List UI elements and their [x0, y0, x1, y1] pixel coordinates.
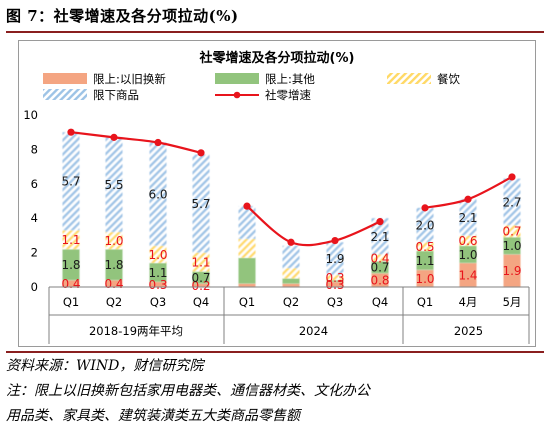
- data-label: 1.9: [502, 264, 521, 278]
- y-tick-label: 10: [23, 108, 38, 122]
- bar-segment: [239, 258, 256, 284]
- x-group-label: 2018-19两年平均: [89, 324, 183, 338]
- bar-segment: [239, 239, 256, 258]
- data-label: 1.4: [458, 268, 477, 282]
- data-label: 5.7: [191, 197, 210, 211]
- data-label: 5.7: [61, 175, 80, 189]
- y-tick-label: 2: [31, 246, 38, 260]
- bar-segment: [283, 268, 300, 278]
- data-label: 1.1: [415, 254, 434, 268]
- legend-swatch-3: [387, 73, 431, 84]
- growth-point: [421, 204, 428, 211]
- chart-container: 社零增速及各分项拉动(%) 限上:以旧换新 限上:其他 餐饮限下商品 社零增速 0 2 4…: [18, 40, 536, 347]
- data-label: 0.4: [370, 251, 389, 265]
- title-rule: [6, 31, 544, 33]
- y-tick-label: 4: [31, 211, 38, 225]
- bar-segment: [283, 284, 300, 287]
- legend-label-3: 餐饮: [437, 72, 460, 86]
- data-label: 2.1: [458, 211, 477, 225]
- data-label: 2.0: [415, 219, 434, 233]
- data-label: 0.8: [370, 274, 389, 288]
- x-tick-label: Q2: [283, 295, 299, 309]
- data-label: 0.7: [502, 225, 521, 239]
- footnote-line-2: 用品类、家具类、建筑装潢类五大类商品零售额: [6, 404, 546, 429]
- y-tick-label: 0: [31, 280, 38, 294]
- notes-block: 资料来源：WIND，财信研究院 注：限上以旧换新包括家用电器类、通信器材类、文化…: [6, 354, 546, 429]
- bar-segment: [283, 278, 300, 283]
- data-label: 0.7: [191, 271, 210, 285]
- plot-area: 02468100.41.81.15.70.41.81.05.50.31.11.0…: [23, 108, 529, 344]
- data-label: 0.6: [458, 234, 477, 248]
- legend-swatch-marker: [234, 92, 241, 99]
- data-label: 0.4: [61, 277, 80, 291]
- x-tick-label: Q4: [193, 295, 209, 309]
- data-label: 1.0: [148, 248, 167, 262]
- chart-title: 社零增速及各分项拉动(%): [199, 50, 355, 66]
- data-label: 1.0: [104, 234, 123, 248]
- source-note: 资料来源：WIND，财信研究院: [6, 354, 546, 379]
- legend-label-1: 限上:以旧换新: [93, 72, 166, 86]
- data-label: 2.1: [370, 230, 389, 244]
- y-tick-label: 6: [31, 177, 38, 191]
- growth-point: [243, 203, 250, 210]
- data-label: 1.8: [61, 258, 80, 272]
- notes-rule: [6, 351, 544, 353]
- legend-swatch-2: [215, 73, 259, 84]
- legend-label-5: 社零增速: [265, 88, 311, 102]
- y-tick-label: 8: [31, 142, 38, 156]
- growth-point: [331, 237, 338, 244]
- x-tick-label: Q1: [417, 295, 433, 309]
- x-tick-label: Q1: [239, 295, 255, 309]
- data-label: 0.3: [325, 271, 344, 285]
- footnote-line-1: 注：限上以旧换新包括家用电器类、通信器材类、文化办公: [6, 379, 546, 404]
- data-label: 2.7: [502, 195, 521, 209]
- x-tick-label: Q4: [372, 295, 388, 309]
- growth-point: [154, 139, 161, 146]
- growth-point: [508, 173, 515, 180]
- bar-segment: [283, 246, 300, 268]
- x-tick-label: Q2: [106, 295, 122, 309]
- x-group-label: 2025: [454, 324, 483, 338]
- growth-point: [67, 129, 74, 136]
- legend-swatch-1: [43, 73, 87, 84]
- data-label: 1.0: [502, 239, 521, 253]
- data-label: 0.3: [148, 278, 167, 292]
- growth-line-segment: [247, 206, 380, 245]
- legend-swatch-4: [43, 89, 87, 100]
- growth-point: [464, 196, 471, 203]
- data-label: 1.0: [415, 272, 434, 286]
- data-label: 5.5: [104, 178, 123, 192]
- growth-point: [110, 134, 117, 141]
- data-label: 0.4: [104, 277, 123, 291]
- x-tick-label: 4月: [459, 295, 478, 309]
- growth-point: [287, 239, 294, 246]
- bar-segment: [239, 284, 256, 287]
- data-label: 1.0: [458, 248, 477, 262]
- data-label: 1.1: [191, 256, 210, 270]
- legend-label-4: 限下商品: [93, 88, 139, 102]
- data-label: 1.9: [325, 252, 344, 266]
- x-tick-label: Q3: [327, 295, 343, 309]
- growth-point: [376, 218, 383, 225]
- legend-label-2: 限上:其他: [265, 72, 315, 86]
- figure-title: 图 7：社零增速及各分项拉动(%): [6, 2, 544, 31]
- legend: 限上:以旧换新 限上:其他 餐饮限下商品 社零增速: [43, 72, 460, 102]
- growth-point: [197, 149, 204, 156]
- x-tick-label: Q1: [63, 295, 79, 309]
- data-label: 6.0: [148, 188, 167, 202]
- data-label: 1.1: [148, 266, 167, 280]
- x-tick-label: Q3: [150, 295, 166, 309]
- growth-line-segment: [71, 132, 201, 153]
- data-label: 1.1: [61, 233, 80, 247]
- x-tick-label: 5月: [503, 295, 522, 309]
- data-label: 1.8: [104, 258, 123, 272]
- x-group-label: 2024: [299, 324, 328, 338]
- data-label: 0.5: [415, 240, 434, 254]
